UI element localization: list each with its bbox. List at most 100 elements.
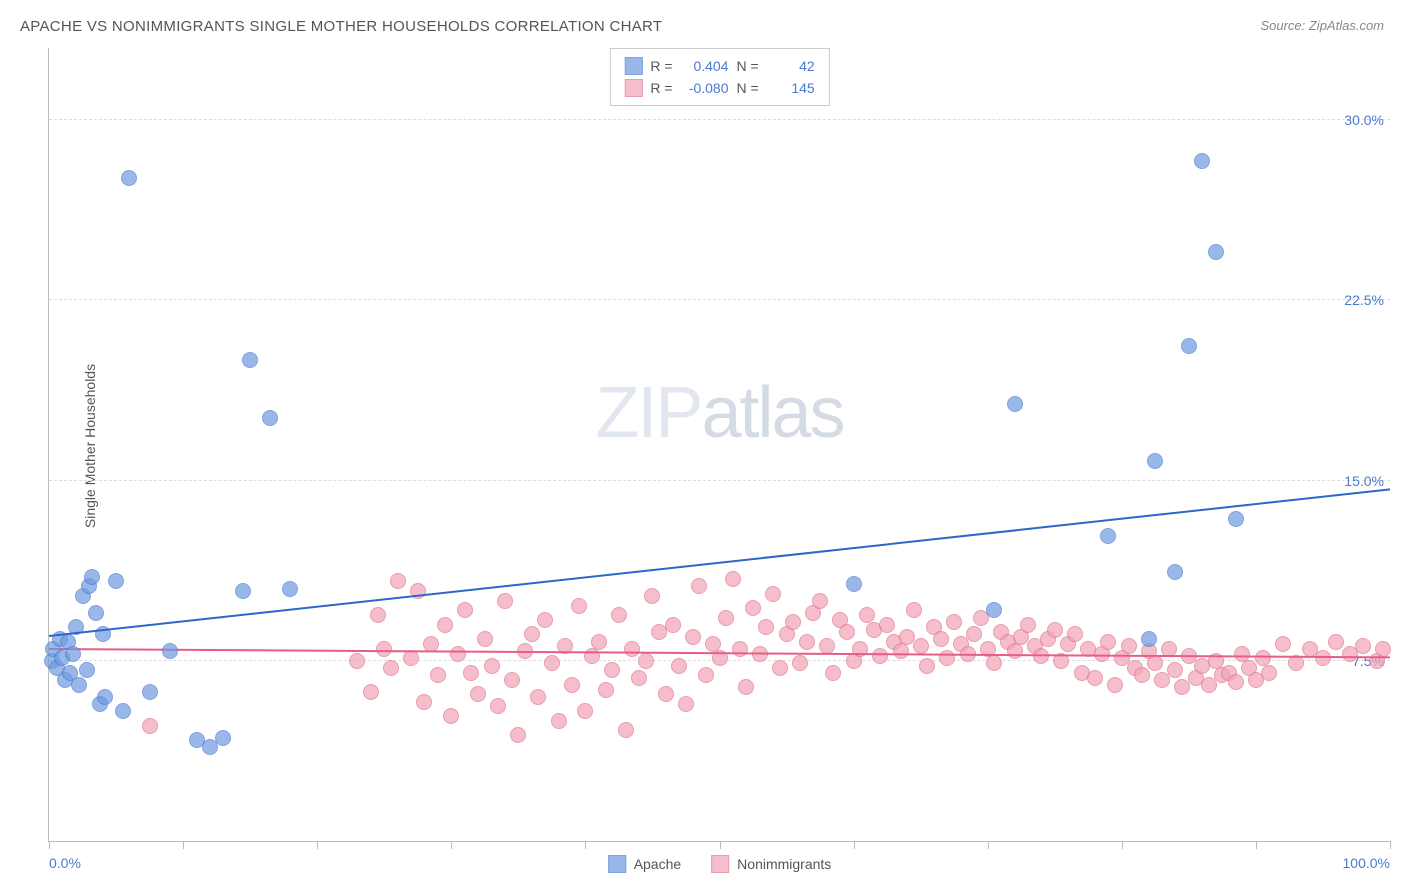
scatter-point	[544, 655, 560, 671]
scatter-point	[115, 703, 131, 719]
gridline	[49, 480, 1390, 481]
scatter-point	[946, 614, 962, 630]
scatter-point	[725, 571, 741, 587]
scatter-point	[1007, 643, 1023, 659]
scatter-point	[349, 653, 365, 669]
scatter-point	[65, 646, 81, 662]
legend-row-series-0: R = 0.404 N = 42	[624, 55, 814, 77]
legend-swatch-series-0	[608, 855, 626, 873]
scatter-point	[986, 655, 1002, 671]
scatter-point	[1121, 638, 1137, 654]
scatter-point	[825, 665, 841, 681]
scatter-point	[463, 665, 479, 681]
scatter-point	[1087, 670, 1103, 686]
scatter-point	[893, 643, 909, 659]
scatter-point	[624, 641, 640, 657]
scatter-point	[644, 588, 660, 604]
legend-item-series-1: Nonimmigrants	[711, 855, 831, 873]
scatter-point	[1100, 634, 1116, 650]
scatter-point	[618, 722, 634, 738]
legend-n-value-series-1: 145	[767, 77, 815, 99]
y-tick-label: 30.0%	[1344, 112, 1384, 128]
scatter-point	[79, 662, 95, 678]
scatter-point	[986, 602, 1002, 618]
x-tick	[1390, 841, 1391, 849]
scatter-point	[792, 655, 808, 671]
scatter-point	[571, 598, 587, 614]
scatter-point	[564, 677, 580, 693]
scatter-point	[403, 650, 419, 666]
legend-swatch-series-0	[624, 57, 642, 75]
x-tick	[720, 841, 721, 849]
scatter-point	[698, 667, 714, 683]
scatter-point	[376, 641, 392, 657]
scatter-point	[416, 694, 432, 710]
scatter-point	[108, 573, 124, 589]
x-tick	[1256, 841, 1257, 849]
scatter-point	[1208, 244, 1224, 260]
legend-item-series-0: Apache	[608, 855, 681, 873]
scatter-point	[1147, 453, 1163, 469]
scatter-point	[738, 679, 754, 695]
scatter-point	[638, 653, 654, 669]
scatter-point	[282, 581, 298, 597]
scatter-point	[88, 605, 104, 621]
legend-label-series-0: Apache	[634, 856, 681, 872]
scatter-point	[363, 684, 379, 700]
scatter-point	[799, 634, 815, 650]
legend-row-series-1: R = -0.080 N = 145	[624, 77, 814, 99]
scatter-point	[470, 686, 486, 702]
legend-series-names: Apache Nonimmigrants	[608, 855, 832, 873]
scatter-point	[591, 634, 607, 650]
scatter-point	[262, 410, 278, 426]
scatter-point	[631, 670, 647, 686]
scatter-point	[490, 698, 506, 714]
scatter-point	[604, 662, 620, 678]
scatter-point	[450, 646, 466, 662]
scatter-point	[1275, 636, 1291, 652]
scatter-point	[839, 624, 855, 640]
scatter-point	[671, 658, 687, 674]
scatter-point	[437, 617, 453, 633]
legend-correlation-box: R = 0.404 N = 42 R = -0.080 N = 145	[609, 48, 829, 106]
scatter-point	[765, 586, 781, 602]
scatter-point	[1261, 665, 1277, 681]
scatter-point	[1100, 528, 1116, 544]
x-tick	[451, 841, 452, 849]
scatter-point	[1067, 626, 1083, 642]
scatter-point	[1228, 674, 1244, 690]
x-tick	[183, 841, 184, 849]
scatter-point	[1355, 638, 1371, 654]
source-credit: Source: ZipAtlas.com	[1260, 18, 1384, 33]
scatter-point	[772, 660, 788, 676]
scatter-point	[1147, 655, 1163, 671]
legend-r-value-series-1: -0.080	[681, 77, 729, 99]
legend-r-label: R =	[650, 55, 672, 77]
scatter-point	[390, 573, 406, 589]
gridline	[49, 299, 1390, 300]
scatter-point	[235, 583, 251, 599]
scatter-point	[1007, 396, 1023, 412]
scatter-point	[584, 648, 600, 664]
scatter-point	[443, 708, 459, 724]
scatter-point	[370, 607, 386, 623]
scatter-point	[142, 718, 158, 734]
scatter-point	[142, 684, 158, 700]
scatter-point	[1194, 153, 1210, 169]
gridline	[49, 119, 1390, 120]
scatter-point	[484, 658, 500, 674]
x-tick	[1122, 841, 1123, 849]
x-tick	[49, 841, 50, 849]
x-tick-label: 0.0%	[49, 855, 81, 871]
y-tick-label: 15.0%	[1344, 473, 1384, 489]
chart-container: APACHE VS NONIMMIGRANTS SINGLE MOTHER HO…	[0, 0, 1406, 892]
scatter-point	[84, 569, 100, 585]
scatter-point	[1328, 634, 1344, 650]
chart-title: APACHE VS NONIMMIGRANTS SINGLE MOTHER HO…	[20, 18, 662, 35]
scatter-point	[530, 689, 546, 705]
scatter-point	[846, 576, 862, 592]
scatter-point	[913, 638, 929, 654]
x-tick	[988, 841, 989, 849]
legend-r-label: R =	[650, 77, 672, 99]
scatter-point	[477, 631, 493, 647]
